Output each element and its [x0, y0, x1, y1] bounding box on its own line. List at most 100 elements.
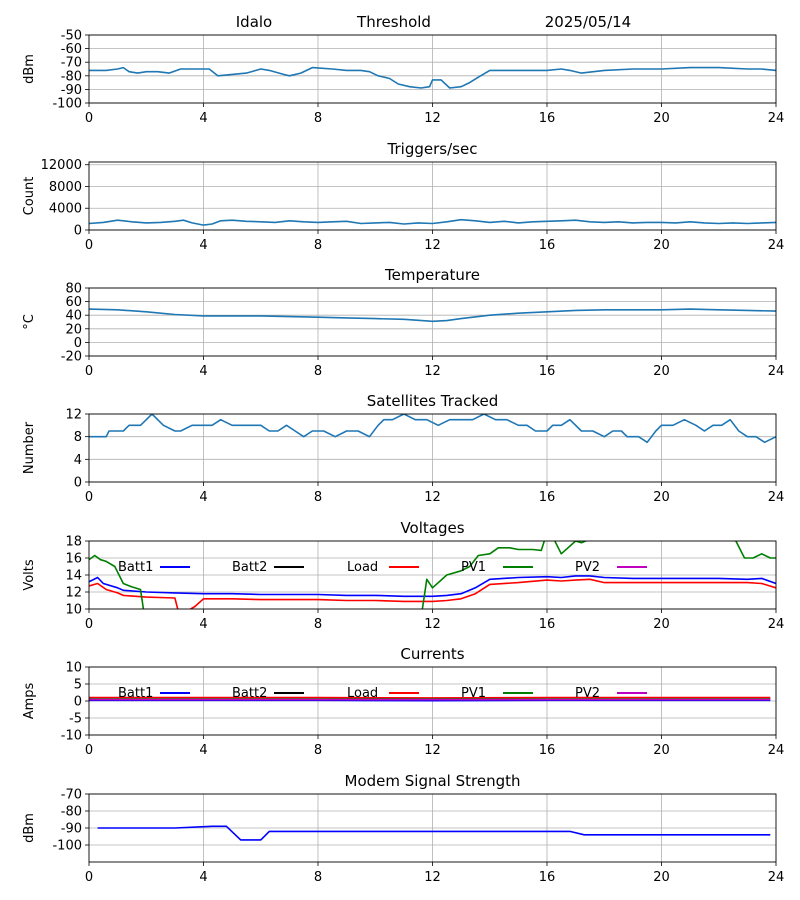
y-tick-label: 0 [74, 336, 82, 351]
x-tick-label: 8 [314, 743, 322, 758]
y-tick-label: 5 [74, 678, 82, 693]
y-axis-label: Number [22, 421, 37, 474]
series-line-load [89, 578, 776, 609]
x-tick-label: 8 [314, 111, 322, 126]
y-tick-label: -60 [61, 42, 82, 57]
legend-label-pv1: PV1 [461, 560, 486, 575]
y-tick-label: 20 [65, 322, 82, 337]
x-tick-label: 0 [85, 870, 93, 885]
x-tick-label: 8 [314, 490, 322, 505]
x-tick-label: 24 [768, 111, 785, 126]
legend-label-pv2: PV2 [575, 686, 600, 701]
chart-satellites: 0 4 8 12 16 20 24 0 4 8 12 Satellites Tracked Number [22, 392, 784, 505]
y-tick-label: -70 [61, 56, 82, 71]
x-tick-label: 20 [653, 111, 670, 126]
plot-frame [88, 666, 777, 736]
y-tick-label: 0 [74, 476, 82, 491]
chart-title: Satellites Tracked [367, 392, 498, 410]
x-tick-label: 20 [653, 743, 670, 758]
y-tick-label: 40 [65, 309, 82, 324]
y-tick-label: -20 [61, 350, 82, 365]
y-tick-label: 8000 [49, 180, 82, 195]
x-tick-label: 16 [539, 870, 556, 885]
x-tick-label: 0 [85, 743, 93, 758]
x-tick-label: 24 [768, 238, 785, 253]
y-tick-label: 0 [74, 695, 82, 710]
x-tick-label: 16 [539, 111, 556, 126]
chart-title: Voltages [400, 519, 464, 537]
y-tick-label: -80 [61, 69, 82, 84]
legend-label-batt2: Batt2 [232, 686, 267, 701]
header-mode: Threshold [356, 13, 431, 31]
series-line-main [89, 308, 776, 323]
y-tick-label: 10 [65, 603, 82, 618]
y-axis-label: dBm [22, 813, 37, 843]
x-tick-label: 20 [653, 490, 670, 505]
y-tick-label: -90 [61, 83, 82, 98]
header-date: 2025/05/14 [545, 13, 631, 31]
x-tick-label: 12 [424, 111, 441, 126]
y-tick-label: 10 [65, 661, 82, 676]
x-tick-label: 4 [199, 490, 207, 505]
y-tick-label: 14 [65, 569, 82, 584]
legend-label-batt1: Batt1 [118, 686, 153, 701]
x-tick-label: 12 [424, 490, 441, 505]
y-tick-label: 4 [74, 453, 82, 468]
x-tick-label: 4 [199, 870, 207, 885]
x-tick-label: 4 [199, 617, 207, 632]
x-tick-label: 20 [653, 617, 670, 632]
y-tick-label: 8 [74, 430, 82, 445]
x-tick-label: 12 [424, 238, 441, 253]
series-line-main [89, 218, 776, 226]
x-tick-label: 24 [768, 743, 785, 758]
x-tick-label: 0 [85, 111, 93, 126]
x-tick-label: 20 [653, 364, 670, 379]
legend-label-batt2: Batt2 [232, 560, 267, 575]
x-tick-label: 4 [199, 743, 207, 758]
chart-triggers: 0 4 8 12 16 20 24 0 4000 8000 12000 Triggers/sec Cou… [22, 140, 784, 253]
legend-label-pv1: PV1 [461, 686, 486, 701]
x-tick-label: 24 [768, 617, 785, 632]
y-tick-label: -80 [61, 805, 82, 820]
x-tick-label: 24 [768, 490, 785, 505]
chart-title: Currents [400, 645, 464, 663]
x-tick-label: 12 [424, 870, 441, 885]
x-tick-label: 24 [768, 364, 785, 379]
y-tick-label: 12 [65, 586, 82, 601]
y-tick-label: -50 [61, 29, 82, 44]
x-tick-label: 16 [539, 238, 556, 253]
x-tick-label: 8 [314, 617, 322, 632]
y-tick-label: 4000 [49, 202, 82, 217]
x-tick-label: 16 [539, 743, 556, 758]
legend-label-load: Load [347, 560, 378, 575]
chart-threshold: 0 4 8 12 16 20 24 -100-90-80-70-60-50 dBm [22, 29, 784, 127]
plot-frame [88, 287, 777, 357]
header-station: Idalo [236, 13, 272, 31]
legend-label-pv2: PV2 [575, 560, 600, 575]
y-axis-label: Amps [22, 682, 37, 719]
chart-voltages: 0 4 8 12 16 20 24 10 12 14 16 18 Voltages Volts Batt1 B… [22, 519, 784, 632]
y-axis-label: Volts [22, 559, 37, 591]
x-tick-label: 0 [85, 238, 93, 253]
y-axis-label: °C [22, 314, 37, 330]
x-tick-label: 0 [85, 617, 93, 632]
x-tick-label: 20 [653, 238, 670, 253]
series-line-main [97, 825, 771, 841]
y-axis-label: dBm [22, 54, 37, 84]
x-tick-label: 0 [85, 490, 93, 505]
legend-label-load: Load [347, 686, 378, 701]
chart-title: Triggers/sec [387, 140, 478, 158]
series-line-main [89, 414, 776, 444]
x-tick-label: 16 [539, 617, 556, 632]
plot-frame [88, 34, 777, 104]
x-tick-label: 4 [199, 364, 207, 379]
y-tick-label: 18 [65, 535, 82, 550]
plot-frame [88, 540, 777, 610]
y-tick-label: 0 [74, 224, 82, 239]
x-tick-label: 8 [314, 364, 322, 379]
y-tick-label: -100 [52, 839, 82, 854]
x-tick-label: 16 [539, 364, 556, 379]
